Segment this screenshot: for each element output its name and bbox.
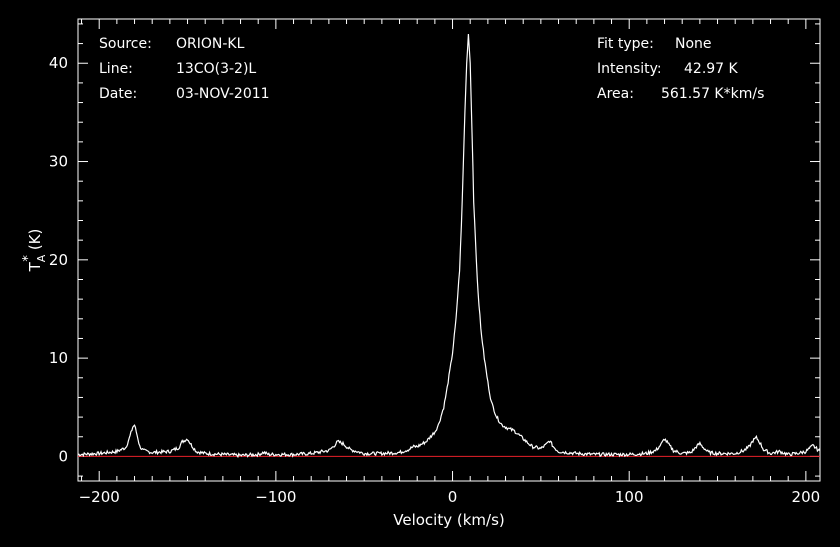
plot-frame [77,18,821,482]
date-value: 03-NOV-2011 [176,86,270,102]
spectrum-line [77,33,821,459]
y-tick-label: 0 [58,447,68,465]
line-label: Line: [99,61,133,77]
y-axis-label-main: T [26,261,44,272]
y-axis-label: TA* (K) [21,229,48,273]
x-tick-label: −100 [255,488,296,506]
area-label: Area: [597,86,634,102]
source-value: ORION-KL [176,36,245,52]
y-tick-label: 40 [49,54,68,72]
line-value: 13CO(3-2)L [176,61,257,77]
svg-text:TA*(K): TA* (K) [21,229,48,273]
y-tick-label: 20 [49,251,68,269]
date-label: Date: [99,86,138,102]
x-tick-label: 100 [615,488,644,506]
x-tick-label: −200 [79,488,120,506]
y-tick-label: 10 [49,349,68,367]
x-tick-label: 200 [792,488,821,506]
y-axis-label-sub: A [35,254,48,262]
axis-ticks [78,19,820,481]
x-tick-label: 0 [448,488,458,506]
y-axis-label-unit: (K) [26,229,44,251]
source-label: Source: [99,36,152,52]
y-axis-label-sup: * [21,255,36,262]
tick-labels: −200 −100 0 100 200 0 10 20 30 40 [49,54,820,506]
y-tick-label: 30 [49,153,68,171]
area-value: 561.57 K*km/s [661,86,765,102]
fit-type-label: Fit type: [597,36,654,52]
x-axis-label: Velocity (km/s) [393,511,504,529]
intensity-label: Intensity: [597,61,662,77]
fit-type-value: None [675,36,712,52]
intensity-value: 42.97 K [684,61,738,77]
